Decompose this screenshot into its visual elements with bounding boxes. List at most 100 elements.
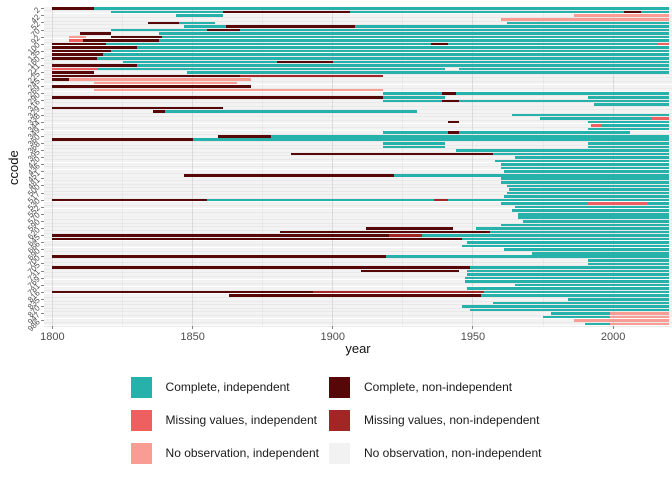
y-tick-mark xyxy=(41,256,44,258)
grid-line-horizontal xyxy=(44,229,672,231)
row-segment xyxy=(52,85,252,88)
grid-line-horizontal xyxy=(44,254,672,256)
grid-line-horizontal xyxy=(44,127,672,129)
y-tick-mark xyxy=(41,36,44,38)
grid-line-horizontal xyxy=(44,272,672,274)
row-segment xyxy=(383,142,445,145)
row-background xyxy=(44,127,672,131)
row-segment xyxy=(164,110,417,113)
y-tick-mark xyxy=(41,79,44,81)
row-segment xyxy=(531,251,670,255)
x-tick-label: 1850 xyxy=(180,331,205,343)
row-segment xyxy=(383,99,443,103)
y-tick-mark xyxy=(41,263,44,265)
row-segment xyxy=(475,227,670,230)
row-segment xyxy=(52,106,224,110)
row-segment xyxy=(52,53,103,57)
y-tick-mark xyxy=(41,178,44,180)
row-segment xyxy=(461,237,670,241)
y-tick-mark xyxy=(41,235,44,237)
grid-line-horizontal xyxy=(44,38,672,40)
row-segment xyxy=(52,290,314,294)
row-background xyxy=(44,312,672,315)
legend-item: Complete, non-independent xyxy=(328,376,541,398)
row-segment xyxy=(447,42,658,46)
row-background xyxy=(44,227,672,230)
row-segment xyxy=(360,269,459,273)
row-segment xyxy=(153,110,165,113)
y-tick-mark xyxy=(41,64,44,66)
row-segment xyxy=(158,32,670,35)
y-tick-mark xyxy=(41,142,44,144)
row-segment xyxy=(506,21,670,25)
row-segment xyxy=(624,10,642,14)
y-tick-mark xyxy=(41,228,44,230)
row-segment xyxy=(492,152,670,156)
row-segment xyxy=(102,53,670,57)
row-background xyxy=(44,149,672,152)
y-axis-title: ccode xyxy=(6,150,21,185)
row-segment xyxy=(175,14,224,18)
row-segment xyxy=(394,173,670,177)
y-tick-mark xyxy=(41,72,44,74)
grid-line-horizontal xyxy=(44,307,672,309)
row-background xyxy=(44,297,672,301)
row-segment xyxy=(593,103,670,106)
row-segment xyxy=(461,244,670,248)
grid-line-horizontal xyxy=(44,151,672,153)
grid-line-horizontal xyxy=(44,155,672,157)
grid-line-horizontal xyxy=(44,6,672,8)
grid-line-horizontal xyxy=(44,176,672,178)
legend-column: Complete, non-independent Missing values,… xyxy=(328,376,541,464)
grid-line-horizontal xyxy=(44,265,672,267)
grid-line-horizontal xyxy=(44,112,672,114)
row-segment xyxy=(52,78,70,81)
row-segment xyxy=(447,131,459,134)
row-background xyxy=(44,315,672,319)
row-segment xyxy=(461,305,670,308)
row-segment xyxy=(523,220,670,223)
row-segment xyxy=(442,92,457,95)
row-segment xyxy=(69,39,84,42)
row-background xyxy=(44,205,672,209)
row-segment xyxy=(111,10,224,14)
row-segment xyxy=(97,67,445,71)
grid-line-horizontal xyxy=(44,314,672,316)
row-segment xyxy=(52,266,471,269)
row-segment xyxy=(467,241,670,244)
row-segment xyxy=(349,10,625,14)
legend-label: Complete, non-independent xyxy=(363,380,513,394)
y-tick-mark xyxy=(41,220,44,222)
row-background xyxy=(44,276,672,280)
row-background xyxy=(44,103,672,106)
grid-line-horizontal xyxy=(44,116,672,118)
grid-line-horizontal xyxy=(44,123,672,125)
row-segment xyxy=(52,74,241,78)
x-tick-label: 2000 xyxy=(600,331,626,343)
row-background xyxy=(44,159,672,163)
row-segment xyxy=(456,92,670,95)
row-segment xyxy=(506,191,670,195)
row-background xyxy=(44,251,672,255)
grid-line-horizontal xyxy=(44,226,672,228)
grid-line-horizontal xyxy=(44,59,672,61)
row-background xyxy=(44,163,672,166)
row-background xyxy=(44,223,672,227)
row-segment xyxy=(94,81,238,85)
y-tick-mark xyxy=(41,164,44,166)
row-background xyxy=(44,99,672,103)
row-segment xyxy=(646,202,670,205)
y-tick-mark xyxy=(41,93,44,95)
x-tick-mark xyxy=(192,326,194,329)
row-segment xyxy=(568,297,670,301)
grid-line-horizontal xyxy=(44,169,672,171)
row-background xyxy=(44,170,672,173)
y-tick-mark xyxy=(41,171,44,173)
y-tick-mark xyxy=(41,121,44,123)
row-segment xyxy=(332,60,670,64)
grid-line-horizontal xyxy=(44,236,672,238)
grid-line-horizontal xyxy=(44,251,672,253)
y-tick-mark xyxy=(41,306,44,307)
row-segment xyxy=(515,205,670,209)
grid-line-horizontal xyxy=(44,198,672,199)
